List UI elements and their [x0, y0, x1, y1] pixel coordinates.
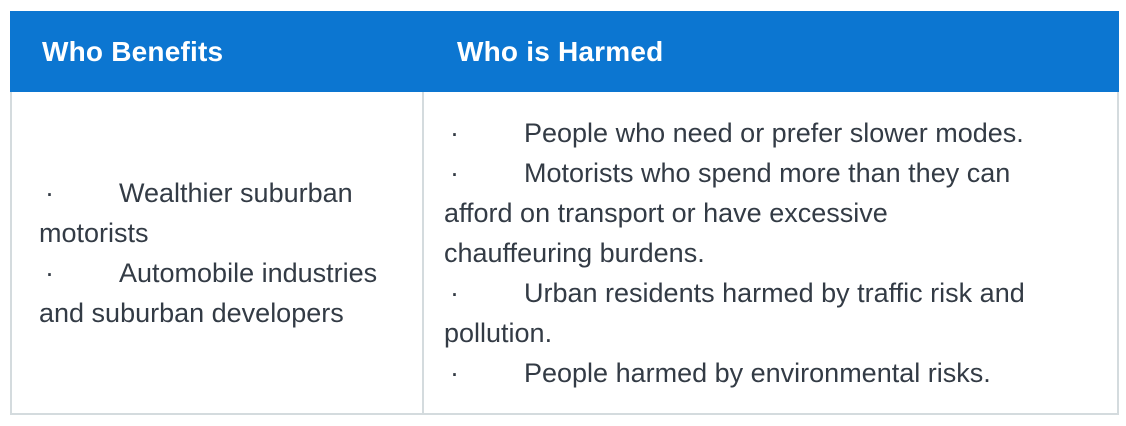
list-item: · Motorists who spend more than they can … [444, 153, 1033, 273]
list-item: · People who need or prefer slower modes. [444, 113, 1033, 153]
list-item-text: Motorists who spend more than they can a… [444, 157, 1011, 268]
list-item-text: People who need or prefer slower modes. [524, 117, 1024, 148]
bullet-marker: · [450, 157, 459, 188]
bullet-marker: · [450, 117, 459, 148]
table-header-who-is-harmed: Who is Harmed [422, 11, 1119, 92]
list-item: · Automobile industries and suburban deve… [39, 253, 395, 333]
bullet-marker: · [450, 277, 459, 308]
harmed-list: · People who need or prefer slower modes.… [444, 113, 1033, 393]
header-label: Who Benefits [42, 35, 224, 67]
list-item-text: People harmed by environmental risks. [524, 357, 991, 388]
table-header-who-benefits: Who Benefits [10, 11, 422, 92]
list-item: · Wealthier suburban motorists [39, 173, 395, 253]
benefits-harmed-table: Who Benefits Who is Harmed · Wealthier su… [10, 11, 1119, 415]
benefits-list: · Wealthier suburban motorists · Automobil… [39, 173, 395, 333]
list-item-text: Automobile industries and suburban devel… [39, 257, 378, 328]
list-item: · People harmed by environmental risks. [444, 353, 1033, 393]
header-label: Who is Harmed [457, 35, 664, 67]
list-item-text: Wealthier suburban motorists [39, 177, 353, 248]
table-cell-who-is-harmed: · People who need or prefer slower modes.… [422, 92, 1119, 415]
bullet-marker: · [45, 177, 54, 208]
list-item: · Urban residents harmed by traffic risk … [444, 273, 1033, 353]
bullet-marker: · [45, 257, 54, 288]
table-cell-who-benefits: · Wealthier suburban motorists · Automobil… [10, 92, 422, 415]
list-item-text: Urban residents harmed by traffic risk a… [444, 277, 1025, 348]
bullet-marker: · [450, 357, 459, 388]
